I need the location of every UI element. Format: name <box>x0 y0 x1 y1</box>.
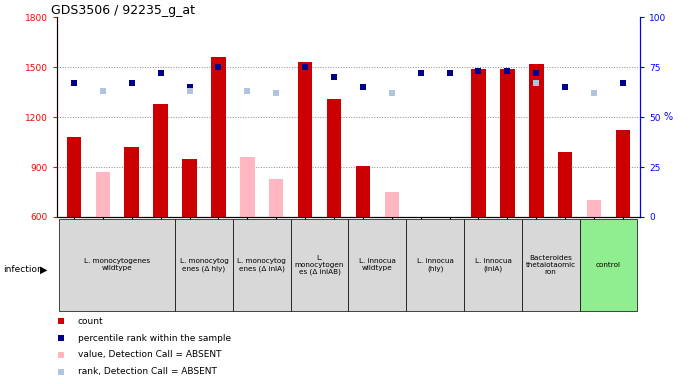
Bar <box>269 179 284 217</box>
Bar <box>124 147 139 217</box>
Bar <box>500 69 515 217</box>
Bar <box>384 192 399 217</box>
Bar <box>233 219 290 311</box>
Bar <box>211 57 226 217</box>
Bar <box>580 219 638 311</box>
Text: L. monocytogenes
wildtype: L. monocytogenes wildtype <box>84 258 150 271</box>
Bar <box>290 219 348 311</box>
Text: percentile rank within the sample: percentile rank within the sample <box>77 334 230 343</box>
Text: infection: infection <box>3 265 43 274</box>
Bar <box>471 69 486 217</box>
Text: L. innocua
(hly): L. innocua (hly) <box>417 258 453 272</box>
Text: control: control <box>596 262 621 268</box>
Bar <box>355 166 370 217</box>
Text: L. monocytog
enes (Δ inlA): L. monocytog enes (Δ inlA) <box>237 258 286 272</box>
Text: GDS3506 / 92235_g_at: GDS3506 / 92235_g_at <box>51 4 195 17</box>
Bar <box>153 104 168 217</box>
Bar <box>529 64 544 217</box>
Bar <box>464 219 522 311</box>
Bar <box>406 219 464 311</box>
Bar <box>298 62 313 217</box>
Bar <box>240 157 255 217</box>
Text: value, Detection Call = ABSENT: value, Detection Call = ABSENT <box>77 351 221 359</box>
Text: L. innocua
wildtype: L. innocua wildtype <box>359 258 396 271</box>
Text: count: count <box>77 317 104 326</box>
Bar <box>348 219 406 311</box>
Text: L. innocua
(inlA): L. innocua (inlA) <box>475 258 511 272</box>
Text: L. monocytog
enes (Δ hly): L. monocytog enes (Δ hly) <box>179 258 228 272</box>
Bar <box>67 137 81 217</box>
Bar <box>175 219 233 311</box>
Bar <box>327 99 342 217</box>
Text: Bacteroides
thetaiotaomic
ron: Bacteroides thetaiotaomic ron <box>526 255 575 275</box>
Bar <box>522 219 580 311</box>
Text: L.
monocytogen
es (Δ inlAB): L. monocytogen es (Δ inlAB) <box>295 255 344 275</box>
Text: ▶: ▶ <box>40 265 48 275</box>
Bar <box>96 172 110 217</box>
Bar <box>615 131 630 217</box>
Text: rank, Detection Call = ABSENT: rank, Detection Call = ABSENT <box>77 367 217 376</box>
Bar <box>587 200 601 217</box>
Y-axis label: %: % <box>663 112 673 122</box>
Bar <box>59 219 175 311</box>
Bar <box>182 159 197 217</box>
Bar <box>558 152 573 217</box>
